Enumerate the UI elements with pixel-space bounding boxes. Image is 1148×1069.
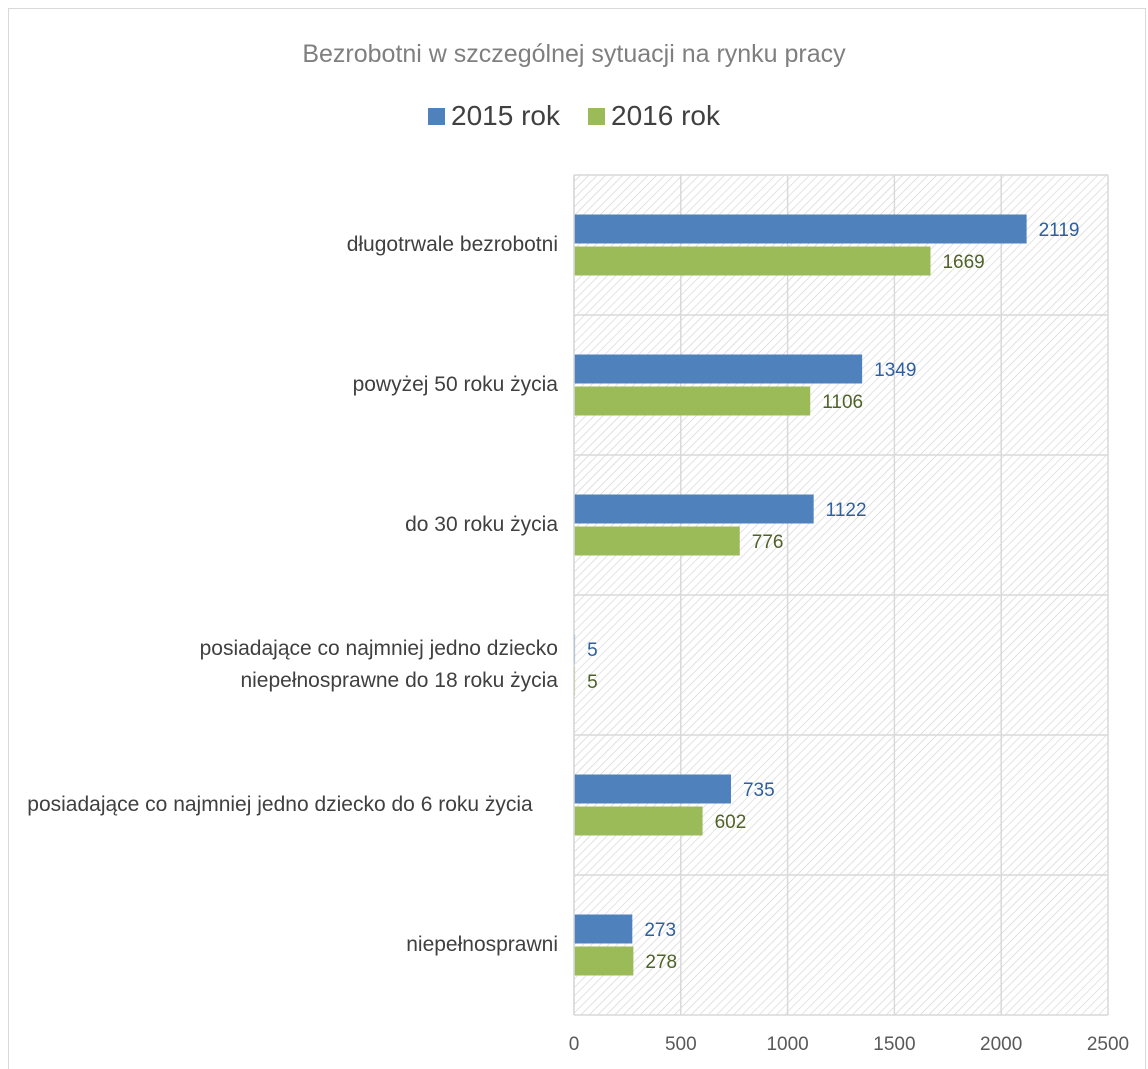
x-tick-label: 1500 [873,1034,915,1055]
data-label: 273 [644,920,676,941]
category-label: posiadające co najmniej jedno dziecko ni… [199,637,558,692]
data-label: 5 [587,640,598,661]
data-label: 1122 [826,500,867,521]
legend-label-2015: 2015 rok [451,100,560,131]
bar-2016-rok [574,526,740,556]
bar-2016-rok [574,946,634,976]
data-label: 5 [587,672,598,693]
category-label: niepełnosprawni [406,933,558,956]
x-tick-label: 1000 [766,1034,808,1055]
bar-2015-rok [574,914,633,944]
legend-item-2015: 2015 rok [428,100,560,132]
legend-swatch-2015 [428,107,446,125]
chart-title: Bezrobotni w szczególnej sytuacji na ryn… [302,40,846,68]
bar-2015-rok [574,774,731,804]
legend-label-2016: 2016 rok [611,100,720,131]
data-label: 1106 [822,392,863,413]
x-tick-label: 500 [665,1034,697,1055]
x-tick-label: 0 [569,1034,580,1055]
data-label: 735 [743,780,775,801]
data-label: 776 [752,532,784,553]
bar-2016-rok [574,386,811,416]
data-label: 602 [715,812,747,833]
category-label: do 30 roku życia [405,513,558,536]
data-label: 2119 [1039,220,1080,241]
bar-2016-rok [574,806,703,836]
bar-2015-rok [574,494,814,524]
category-label: długotrwale bezrobotni [346,233,558,256]
data-label: 1349 [874,360,916,381]
bar-2016-rok [574,246,931,276]
data-label: 278 [645,952,677,973]
chart-legend: 2015 rok 2016 rok [0,100,1148,132]
x-tick-label: 2500 [1087,1034,1129,1055]
bar-2015-rok [574,214,1027,244]
legend-swatch-2016 [588,107,605,125]
data-label: 1669 [942,252,984,273]
legend-item-2016: 2016 rok [588,100,720,132]
bar-2015-rok [574,354,863,384]
category-label: posiadające co najmniej jedno dziecko do… [27,793,533,816]
category-label: powyżej 50 roku życia [352,373,558,396]
x-tick-label: 2000 [980,1034,1022,1055]
